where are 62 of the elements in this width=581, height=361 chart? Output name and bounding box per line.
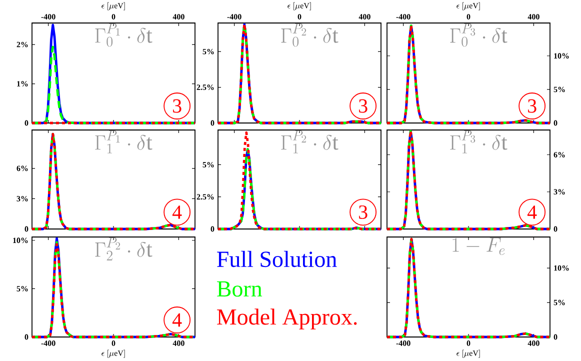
y-tick-label: 0 [210, 120, 214, 126]
x-tick-label: 400 [528, 340, 540, 346]
x-tick-label: 0 [466, 14, 470, 20]
x-tick-label: 400 [528, 14, 540, 20]
annotation: 4 [172, 313, 182, 327]
y-tick-label: 5% [16, 286, 28, 292]
y-tick-label: 0 [24, 334, 28, 340]
x-tick-label: 0 [112, 14, 116, 20]
y-tick-label: 0 [24, 226, 28, 232]
y-tick-label: 1% [17, 81, 28, 86]
x-tick-label: 0 [298, 14, 302, 20]
text: $\Gamma_0^{P_3}\cdot\delta\mathrm{t}$ [450, 24, 508, 47]
x-tick-label: 0 [112, 340, 116, 346]
text: $\Gamma_1^{P_1}\cdot\delta\mathrm{t}$ [95, 130, 152, 154]
y-tick-label: 2.5% [196, 194, 214, 200]
y-tick-label: 6% [16, 166, 28, 172]
y-tick-label: 10% [13, 238, 28, 244]
y-tick-label: 6% [554, 152, 565, 158]
text: $\Gamma_0^{P_1}\cdot\delta\mathrm{t}$ [95, 24, 152, 47]
y-tick-label: 3% [554, 189, 565, 195]
x-tick-label: -400 [227, 14, 242, 20]
y-tick-label: 0 [554, 120, 558, 126]
x-axis-title: $\epsilon\ [\mu\mathrm{eV}]$ [102, 2, 125, 10]
x-tick-label: -400 [396, 340, 410, 346]
y-tick-label: 3% [16, 196, 28, 202]
x-axis-title: $\epsilon\ [\mu\mathrm{eV}]$ [288, 2, 311, 10]
y-tick-label: 10% [554, 53, 569, 59]
annotation: 4 [172, 206, 182, 219]
text: $\Gamma_1^{P_3}\cdot\delta\mathrm{t}$ [450, 130, 508, 154]
x-axis-title: $\epsilon\ [\mu\mathrm{eV}]$ [102, 350, 125, 358]
x-axis-title: $\epsilon\ [\mu\mathrm{eV}]$ [456, 2, 480, 10]
annotation: 3 [359, 99, 368, 113]
y-tick-label: 2% [16, 42, 28, 48]
y-tick-label: 10% [554, 265, 569, 271]
x-tick-label: -400 [41, 14, 56, 20]
y-tick-label: 5% [202, 162, 214, 168]
x-axis-title: $\epsilon\ [\mu\mathrm{eV}]$ [456, 350, 480, 358]
series-label: Born [217, 281, 262, 297]
y-tick-label: 0 [210, 226, 214, 232]
x-tick-label: 0 [466, 340, 470, 346]
y-tick-label: 5% [554, 86, 565, 92]
text: $\Gamma_1^{P_2}\cdot\delta\mathrm{t}$ [281, 130, 338, 154]
text: Full Solution [217, 250, 337, 268]
annotation: 3 [528, 99, 536, 113]
y-tick-label: 0 [554, 226, 558, 232]
y-tick-label: 2.5% [196, 84, 214, 90]
chart-title: $1-F_e$ [452, 238, 505, 255]
text: $\Gamma_0^{P_2}\cdot\delta\mathrm{t}$ [281, 24, 338, 47]
y-tick-label: 0 [24, 120, 28, 126]
y-tick-label: 0 [554, 334, 558, 340]
text: $\Gamma_2^{P_2}\cdot\delta\mathrm{t}$ [95, 238, 152, 260]
x-tick-label: 400 [172, 340, 184, 346]
y-tick-label: 5% [202, 48, 214, 54]
annotation: 3 [359, 205, 368, 219]
x-tick-label: -400 [41, 340, 56, 346]
annotation: 4 [527, 206, 537, 219]
x-tick-label: -400 [396, 14, 410, 20]
annotation: 3 [173, 99, 182, 113]
y-tick-label: 5% [554, 300, 565, 306]
x-tick-label: 400 [358, 14, 370, 20]
x-tick-label: 400 [172, 14, 184, 20]
legend-label: Model Approx. [217, 308, 357, 330]
